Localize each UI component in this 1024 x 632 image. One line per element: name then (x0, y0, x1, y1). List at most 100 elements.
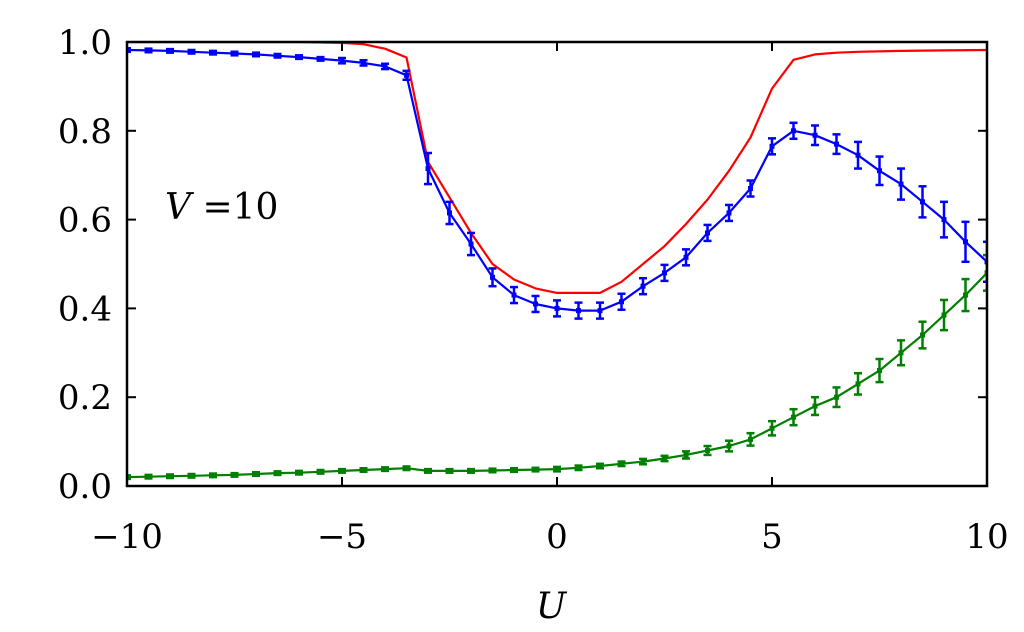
error-bar (488, 467, 497, 474)
error-bar (875, 357, 884, 384)
error-bar (660, 454, 669, 463)
data-point (855, 152, 861, 158)
data-point (404, 72, 409, 78)
error-bar (596, 301, 604, 320)
error-bar (402, 69, 411, 81)
error-bar (746, 431, 755, 447)
data-point (425, 166, 431, 172)
error-bar (811, 395, 819, 417)
tick-layer: −10 −5 0 5 10 0.0 0.2 0.4 0.6 0.8 1.0 (58, 23, 1009, 557)
error-bar (703, 223, 712, 243)
error-bar (316, 55, 325, 62)
error-bar (531, 466, 540, 473)
data-point (640, 459, 646, 465)
error-bar (467, 231, 475, 257)
data-point (963, 239, 968, 245)
data-point (361, 60, 366, 66)
data-point (490, 274, 495, 280)
data-point (318, 469, 323, 475)
series-layer (127, 42, 987, 481)
data-point (167, 48, 173, 54)
data-point (382, 466, 388, 472)
data-point (834, 141, 839, 147)
data-point (726, 210, 732, 216)
data-point (210, 50, 216, 56)
error-bar (338, 467, 346, 474)
data-point (468, 241, 474, 247)
error-bar (252, 470, 260, 478)
error-bar (854, 140, 862, 170)
data-point (683, 452, 689, 458)
error-bar (768, 137, 776, 156)
error-bar (338, 56, 346, 65)
data-point (146, 47, 151, 53)
data-point (533, 301, 538, 307)
error-bar (445, 200, 454, 226)
y-tick-label: 0.2 (58, 378, 112, 418)
data-point (597, 308, 603, 314)
series-1 (127, 42, 987, 294)
error-bar (209, 472, 217, 479)
data-point (253, 51, 259, 57)
error-bar (768, 419, 776, 437)
data-point (576, 308, 581, 314)
data-point (318, 56, 323, 62)
data-point (662, 270, 667, 276)
error-bar (961, 277, 970, 313)
v-annotation: V =10 (165, 187, 278, 228)
data-point (210, 472, 216, 478)
error-bar (359, 58, 368, 67)
data-point (146, 474, 151, 480)
data-point (425, 468, 431, 474)
error-bar (682, 248, 690, 267)
error-bar (402, 465, 411, 472)
data-point (382, 63, 388, 69)
data-point (533, 467, 538, 473)
error-bar (424, 467, 432, 474)
error-bar (897, 339, 905, 367)
error-bar (703, 444, 712, 457)
error-bar (381, 62, 389, 71)
data-point (339, 58, 345, 64)
series-line (127, 42, 987, 294)
data-point (232, 51, 237, 57)
data-point (468, 468, 474, 474)
error-bar (574, 464, 583, 472)
y-tick-label: 0.8 (58, 112, 112, 152)
error-bar (875, 155, 884, 187)
error-bar (961, 220, 970, 264)
x-tick-label: −5 (317, 517, 367, 557)
data-point (511, 467, 517, 473)
x-tick-label: 10 (965, 517, 1008, 557)
v-annotation-variable: V (165, 187, 195, 228)
data-point (834, 394, 839, 400)
data-point (576, 465, 581, 471)
error-bar (273, 52, 282, 59)
data-point (748, 186, 753, 192)
series-2 (127, 46, 987, 320)
error-bar (424, 151, 432, 186)
error-bar (553, 299, 561, 318)
data-point (447, 468, 452, 474)
data-point (963, 292, 968, 298)
error-bar (467, 467, 475, 474)
error-bar (682, 450, 690, 460)
error-bar (617, 460, 626, 468)
error-bar (832, 133, 841, 156)
v-annotation-value: =10 (191, 187, 278, 228)
error-bar (166, 47, 174, 54)
error-bar (252, 51, 260, 58)
error-bar (940, 200, 948, 239)
error-bar (531, 294, 540, 314)
data-point (511, 292, 517, 298)
data-point (898, 350, 904, 356)
error-bar (660, 263, 669, 283)
x-axis-label: U (536, 586, 568, 627)
error-bar (295, 469, 303, 476)
data-point (640, 283, 646, 289)
data-point (812, 403, 818, 409)
error-bar (725, 203, 733, 223)
error-bar (574, 301, 583, 320)
data-point (769, 425, 775, 431)
